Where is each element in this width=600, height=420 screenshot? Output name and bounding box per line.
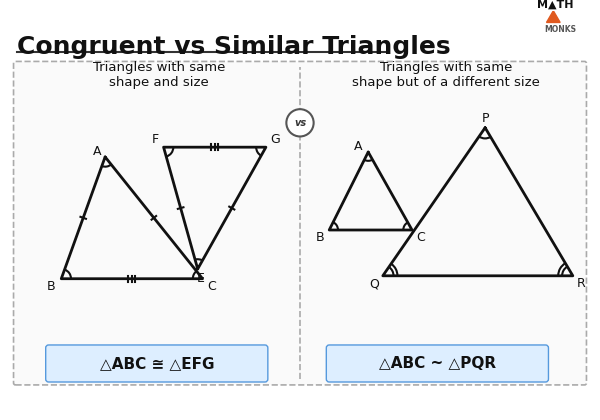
Text: △ABC ≅ △EFG: △ABC ≅ △EFG (100, 356, 214, 371)
Text: A: A (354, 140, 363, 153)
Text: C: C (207, 280, 216, 293)
Text: C: C (416, 231, 425, 244)
Text: M▲TH: M▲TH (537, 0, 573, 10)
FancyBboxPatch shape (14, 61, 586, 385)
Text: B: B (316, 231, 325, 244)
Text: Triangles with same
shape but of a different size: Triangles with same shape but of a diffe… (352, 61, 540, 89)
Text: Congruent vs Similar Triangles: Congruent vs Similar Triangles (17, 35, 451, 59)
Text: Q: Q (369, 277, 379, 290)
Text: A: A (93, 144, 101, 158)
Text: △ABC ~ △PQR: △ABC ~ △PQR (379, 356, 496, 371)
Text: G: G (270, 133, 280, 146)
Text: Triangles with same
shape and size: Triangles with same shape and size (92, 61, 225, 89)
Text: F: F (152, 133, 160, 146)
Text: MONKS: MONKS (545, 25, 577, 34)
FancyBboxPatch shape (46, 345, 268, 382)
Text: P: P (481, 113, 489, 126)
Text: R: R (577, 277, 586, 290)
Polygon shape (547, 11, 560, 22)
Text: B: B (47, 280, 56, 293)
Text: vs: vs (294, 118, 306, 128)
Circle shape (286, 109, 314, 136)
Text: E: E (197, 272, 205, 285)
FancyBboxPatch shape (326, 345, 548, 382)
